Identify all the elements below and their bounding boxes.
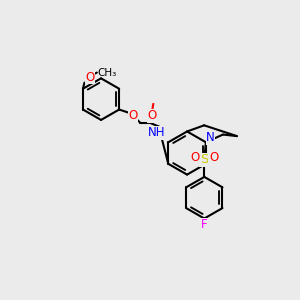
Text: NH: NH	[148, 126, 165, 139]
Text: S: S	[200, 154, 208, 166]
Text: O: O	[85, 71, 94, 84]
Text: F: F	[201, 218, 208, 231]
Text: N: N	[206, 131, 215, 144]
Text: O: O	[128, 109, 138, 122]
Text: O: O	[190, 151, 200, 164]
Text: O: O	[209, 151, 218, 164]
Text: O: O	[147, 109, 156, 122]
Text: CH₃: CH₃	[97, 68, 116, 78]
